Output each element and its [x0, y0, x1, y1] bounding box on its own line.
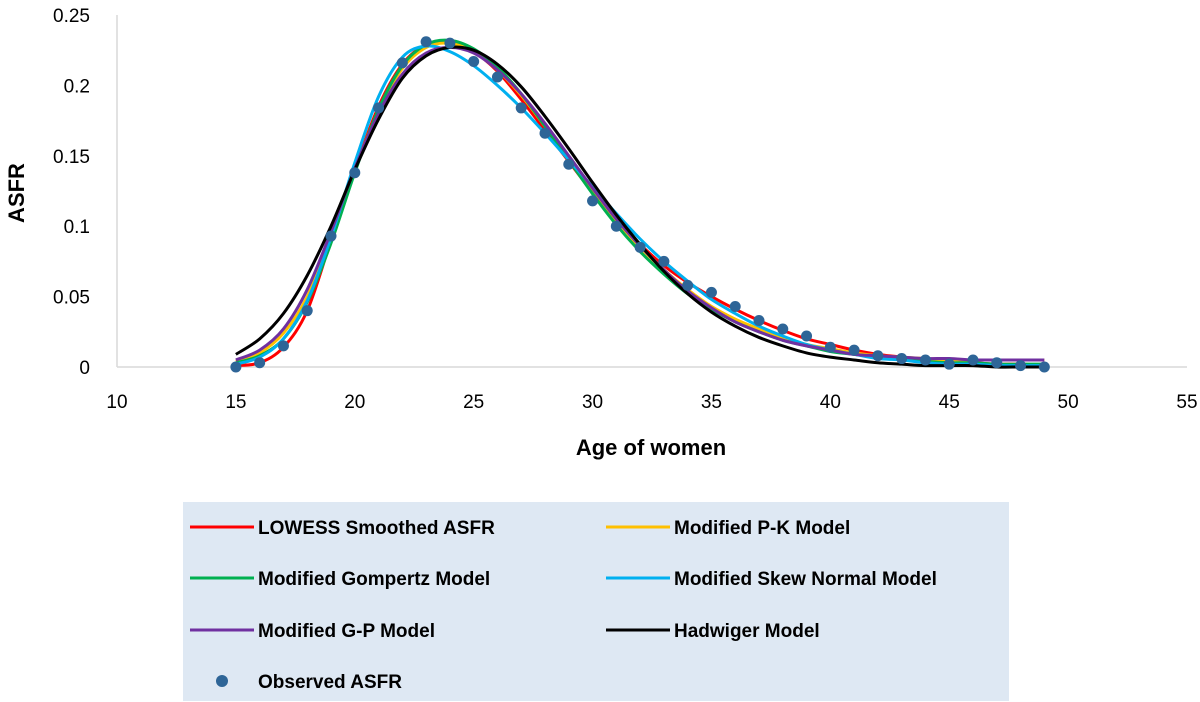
observed-point — [254, 357, 266, 369]
legend-label: Modified Gompertz Model — [258, 569, 490, 590]
observed-point — [230, 361, 242, 373]
legend-label: LOWESS Smoothed ASFR — [258, 518, 495, 539]
y-tick-label: 0 — [79, 358, 90, 379]
x-tick-label: 45 — [939, 392, 960, 413]
legend-label: Modified G-P Model — [258, 621, 435, 642]
legend: LOWESS Smoothed ASFR Modified P-K Model Mo… — [183, 502, 1009, 701]
y-tick-label: 0.25 — [53, 6, 90, 27]
x-tick-label: 20 — [344, 392, 365, 413]
observed-point — [587, 195, 599, 207]
series-line-modified-g-p-model — [235, 45, 1045, 362]
observed-point — [468, 55, 480, 67]
observed-point — [539, 127, 551, 139]
series-line-modified-skew-normal-model — [235, 44, 1045, 368]
y-tick-label: 0.15 — [53, 147, 90, 168]
observed-point — [848, 344, 860, 356]
legend-label: Modified P-K Model — [674, 518, 850, 539]
x-tick-label: 50 — [1058, 392, 1079, 413]
x-tick-label: 25 — [463, 392, 484, 413]
x-tick-label: 30 — [582, 392, 603, 413]
observed-point — [1015, 360, 1027, 372]
y-tick-label: 0.1 — [64, 217, 90, 238]
observed-point — [943, 358, 955, 370]
legend-swatch — [216, 675, 228, 687]
y-tick-label: 0.2 — [64, 76, 90, 97]
x-tick-label: 15 — [225, 392, 246, 413]
observed-points — [230, 36, 1050, 373]
observed-point — [349, 167, 361, 179]
observed-point — [491, 71, 503, 83]
series-line-hadwiger-model — [235, 45, 1045, 369]
observed-point — [444, 37, 456, 49]
observed-point — [634, 241, 646, 253]
observed-point — [420, 36, 432, 48]
observed-point — [991, 357, 1003, 369]
legend-background — [183, 502, 1009, 701]
x-axis-ticks: 10 15 20 25 30 35 40 45 50 55 — [106, 392, 1197, 413]
x-tick-label: 40 — [820, 392, 841, 413]
series-lines — [235, 38, 1045, 369]
legend-item-modified-skew-normal-model: Modified Skew Normal Model — [606, 569, 937, 590]
observed-point — [563, 158, 575, 170]
observed-point — [325, 230, 337, 242]
y-tick-label: 0.05 — [53, 288, 90, 309]
observed-point — [729, 300, 741, 312]
plot-area — [116, 15, 1187, 368]
observed-point — [777, 323, 789, 335]
x-tick-label: 35 — [701, 392, 722, 413]
observed-point — [967, 354, 979, 366]
observed-point — [872, 350, 884, 362]
x-tick-label: 55 — [1176, 392, 1197, 413]
observed-point — [919, 354, 931, 366]
legend-item-lowess-smoothed-asfr: LOWESS Smoothed ASFR — [190, 518, 495, 539]
observed-point — [396, 57, 408, 69]
series-line-modified-gompertz-model — [235, 38, 1045, 366]
observed-point — [824, 341, 836, 353]
observed-point — [896, 353, 908, 365]
observed-point — [610, 220, 622, 232]
legend-item-observed-asfr: Observed ASFR — [216, 672, 402, 693]
observed-point — [705, 286, 717, 298]
observed-point — [277, 340, 289, 352]
observed-point — [515, 102, 527, 114]
observed-point — [682, 279, 694, 291]
legend-item-modified-gompertz-model: Modified Gompertz Model — [190, 569, 490, 590]
observed-point — [373, 102, 385, 114]
x-axis-title: Age of women — [576, 435, 726, 460]
observed-point — [1038, 361, 1050, 373]
series-line-lowess-smoothed-asfr — [235, 39, 1045, 368]
legend-label: Observed ASFR — [258, 672, 402, 693]
y-axis-title: ASFR — [4, 163, 29, 223]
legend-label: Hadwiger Model — [674, 621, 820, 642]
legend-item-modified-p-k-model: Modified P-K Model — [606, 518, 850, 539]
legend-label: Modified Skew Normal Model — [674, 569, 937, 590]
observed-point — [753, 315, 765, 327]
legend-item-modified-g-p-model: Modified G-P Model — [190, 621, 435, 642]
legend-item-hadwiger-model: Hadwiger Model — [606, 621, 820, 642]
series-line-modified-p-k-model — [235, 41, 1045, 363]
observed-point — [301, 305, 313, 317]
y-axis-ticks: 0 0.05 0.1 0.15 0.2 0.25 — [53, 6, 90, 379]
observed-point — [801, 330, 813, 342]
x-tick-label: 10 — [106, 392, 127, 413]
observed-point — [658, 255, 670, 267]
